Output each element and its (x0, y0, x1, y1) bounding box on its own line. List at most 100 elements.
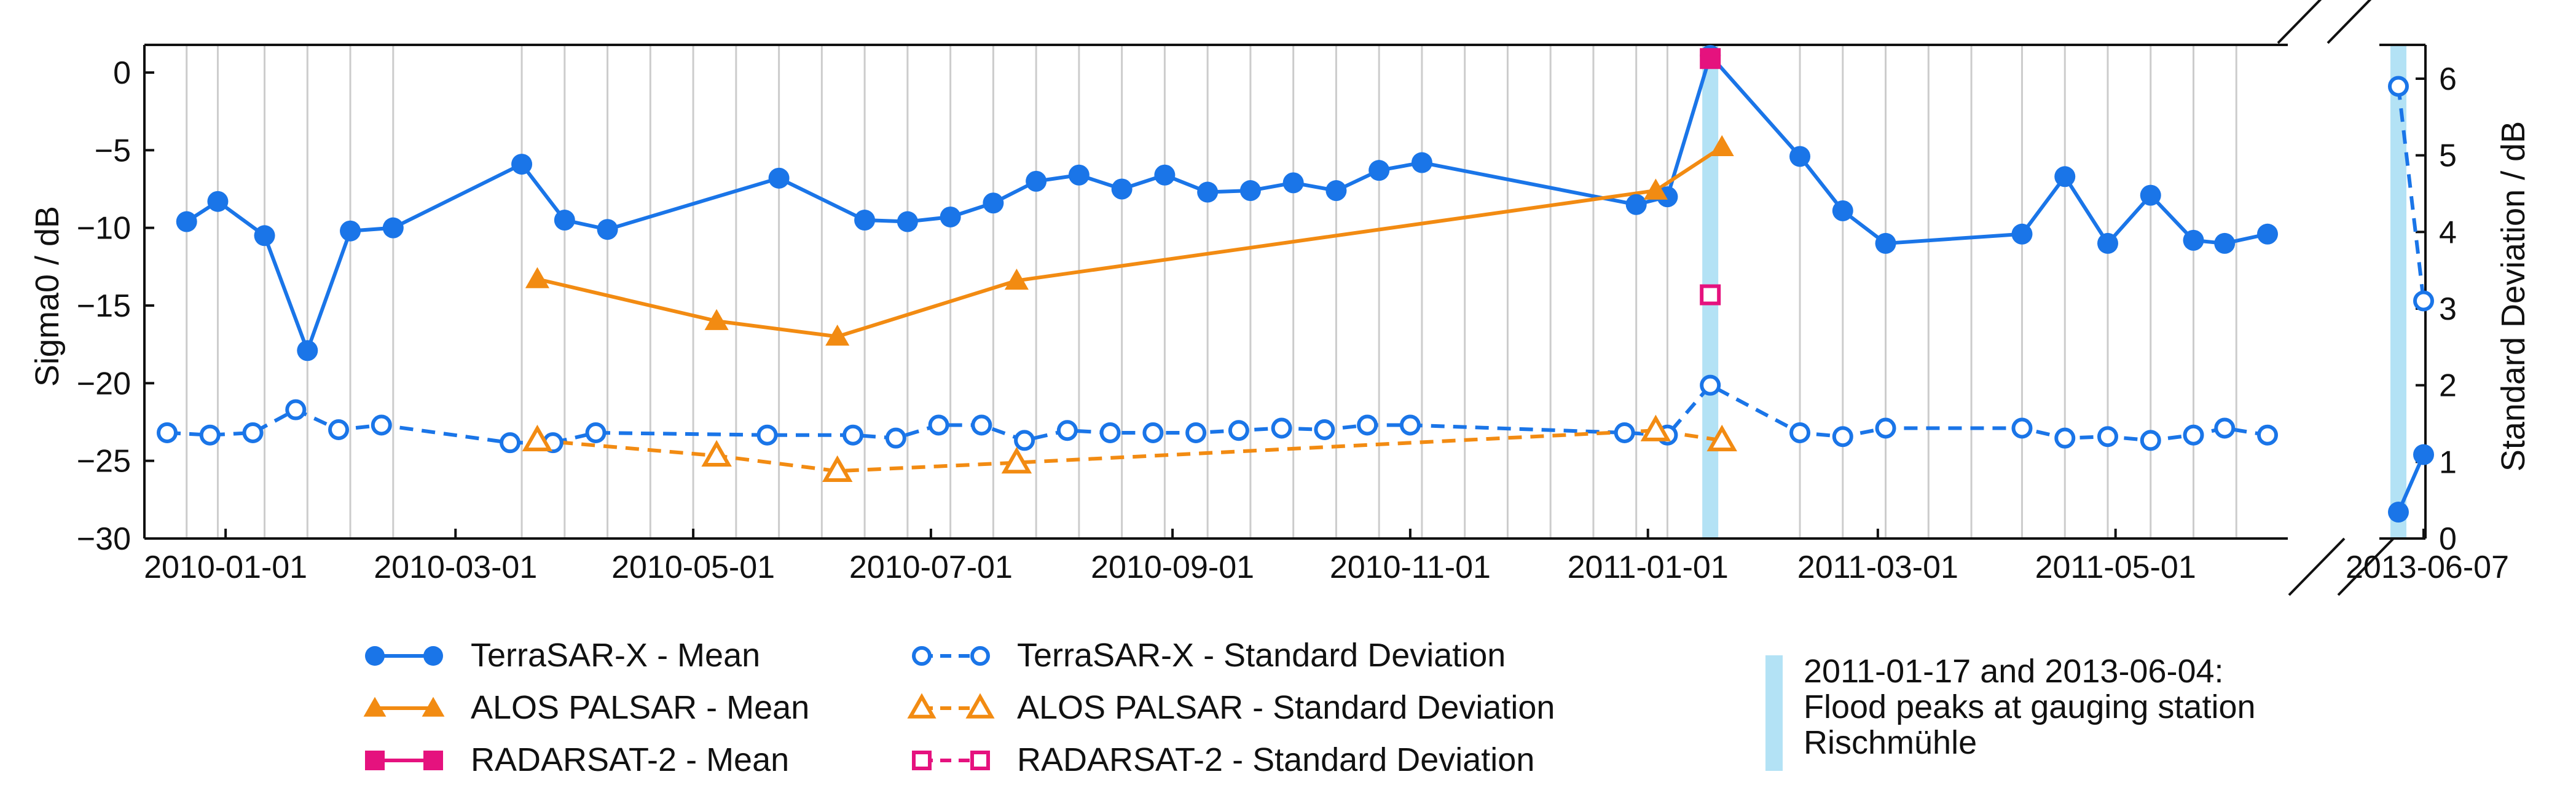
terrasar-x-mean-point (382, 217, 404, 239)
terrasar-x-standard-deviation-point (2140, 430, 2161, 451)
terrasar-x-standard-deviation-point (1700, 374, 1721, 396)
terrasar-x-mean-point (854, 210, 876, 231)
terrasar-x-standard-deviation-point (2257, 424, 2278, 446)
terrasar-x-mean-point (1368, 160, 1390, 181)
y-left-tick-label: −15 (77, 288, 131, 324)
terrasar-x-standard-deviation-point (199, 424, 221, 446)
alos-palsar-standard-deviation-point (822, 455, 853, 482)
terrasar-x-mean-point (254, 225, 275, 247)
x-tick-label: 2010-01-01 (144, 550, 307, 585)
terrasar-x-mean-point (2097, 232, 2119, 254)
terrasar-x-standard-deviation-point (1357, 414, 1378, 436)
terrasar-x-mean-point (1239, 180, 1261, 202)
alos-palsar-standard-deviation-point (701, 440, 732, 467)
terrasar-x-standard-deviation-point (928, 414, 949, 436)
terrasar-x-standard-deviation-point (285, 399, 307, 420)
terrasar-x-standard-deviation-line (167, 383, 2268, 445)
legend-swatch (912, 646, 990, 666)
terrasar-x-mean-point (340, 220, 361, 242)
radarsat-2-standard-deviation-point (1700, 284, 1721, 306)
terrasar-x-mean-point (1411, 152, 1432, 173)
terrasar-x-standard-deviation-point (328, 419, 350, 440)
alos-palsar-mean-point (525, 267, 549, 288)
alos-palsar-mean-point (1710, 135, 1734, 156)
terrasar-x-mean-point (1111, 178, 1133, 200)
legend-swatch-marker (970, 646, 990, 666)
terrasar-x-mean-point (2183, 229, 2204, 251)
radarsat-2-mean-point (1700, 48, 1721, 69)
terrasar-x-standard-deviation-point (756, 424, 778, 446)
terrasar-x-standard-deviation-point (1614, 422, 1635, 443)
terrasar-x-standard-deviation-point (2183, 424, 2204, 446)
terrasar-x-standard-deviation-point (1056, 420, 1078, 441)
terrasar-x-standard-deviation-point (1185, 422, 1207, 443)
legend-swatch-marker (365, 751, 385, 770)
x-tick-label: 2011-01-01 (1568, 550, 1729, 585)
terrasar-x-standard-deviation-point (1014, 430, 1035, 451)
legend-swatch-marker (423, 646, 443, 666)
flood-peak-band (2390, 45, 2406, 539)
terrasar-x-mean-point (1625, 194, 1647, 215)
terrasar-x-mean-point (2214, 232, 2236, 254)
legend-swatch (912, 751, 990, 770)
legend-label: ALOS PALSAR - Mean (471, 689, 809, 726)
y-left-axis-title: Sigma0 / dB (29, 206, 66, 387)
legend-swatch (365, 751, 443, 770)
axis-break-mark (2337, 537, 2395, 596)
y-left-tick-label: −5 (95, 133, 131, 168)
terrasar-x-mean-point (1068, 164, 1090, 186)
alos-palsar-mean-point (825, 324, 850, 346)
terrasar-x-standard-deviation-point (1314, 419, 1335, 440)
terrasar-x-mean-point (2140, 184, 2161, 206)
x-tick-label: 2010-05-01 (611, 550, 775, 585)
terrasar-x-mean-point (2257, 223, 2278, 245)
terrasar-x-standard-deviation-point (2388, 76, 2409, 97)
series-markers (157, 45, 2434, 523)
terrasar-x-standard-deviation-point (242, 422, 264, 443)
x-tick-label: 2011-05-01 (2035, 550, 2196, 585)
alos-palsar-mean-line (536, 145, 1723, 339)
terrasar-x-standard-deviation-point (371, 414, 392, 436)
legend-swatch-marker (912, 646, 932, 666)
y-left-tick-label: −20 (77, 366, 131, 401)
terrasar-x-mean-point (2054, 166, 2076, 187)
legend-label: RADARSAT-2 - Standard Deviation (1017, 741, 1534, 778)
y-left-tick-label: −10 (77, 211, 131, 247)
legend-label: ALOS PALSAR - Standard Deviation (1017, 689, 1555, 726)
terrasar-x-mean-point (2011, 223, 2033, 245)
y-right-tick-label: 1 (2439, 444, 2457, 480)
alos-palsar-mean-point (704, 309, 729, 330)
alos-palsar-mean-point (1004, 269, 1029, 290)
x-tick-label: 2013-06-07 (2346, 550, 2509, 585)
terrasar-x-standard-deviation-point (1399, 414, 1421, 436)
axis-break-mark (2327, 0, 2372, 44)
legend-label: RADARSAT-2 - Mean (471, 741, 789, 778)
legend-swatch-marker (423, 751, 443, 770)
legend-swatch-marker (422, 696, 445, 717)
terrasar-x-mean-point (554, 210, 575, 231)
alos-palsar-standard-deviation-point (1640, 414, 1671, 441)
terrasar-x-standard-deviation-point (1789, 422, 1811, 443)
y-left-tick-label: 0 (113, 55, 131, 91)
legend-swatch-marker (365, 646, 385, 666)
terrasar-x-standard-deviation-point (157, 422, 178, 443)
terrasar-x-standard-deviation-point (2011, 417, 2033, 439)
terrasar-x-standard-deviation-point (1875, 417, 1896, 439)
terrasar-x-mean-point (511, 154, 533, 175)
terrasar-x-mean-point (1154, 164, 1176, 186)
terrasar-x-mean-point (1875, 232, 1896, 254)
terrasar-x-mean-point (983, 192, 1004, 214)
legend-swatch (363, 696, 445, 717)
flood-bands (1702, 45, 2406, 539)
legend-flood-label: 2011-01-17 and 2013-06-04: Flood peaks at… (1804, 653, 2256, 761)
terrasar-x-mean-point (1026, 170, 1047, 192)
axis-ticks: 0 −5 −10 −15 −20 −25 −30 0 1 2 3 4 5 6 2010-01-01 2010-… (77, 55, 2509, 585)
terrasar-x-standard-deviation-inset-line (2397, 86, 2425, 301)
terrasar-x-standard-deviation-point (1271, 417, 1292, 439)
y-right-tick-label: 2 (2439, 368, 2457, 404)
y-left-tick-label: −30 (77, 521, 131, 557)
legend-swatch-marker (965, 693, 995, 719)
x-tick-label: 2010-09-01 (1091, 550, 1254, 585)
acquisition-gridlines (186, 45, 2237, 539)
